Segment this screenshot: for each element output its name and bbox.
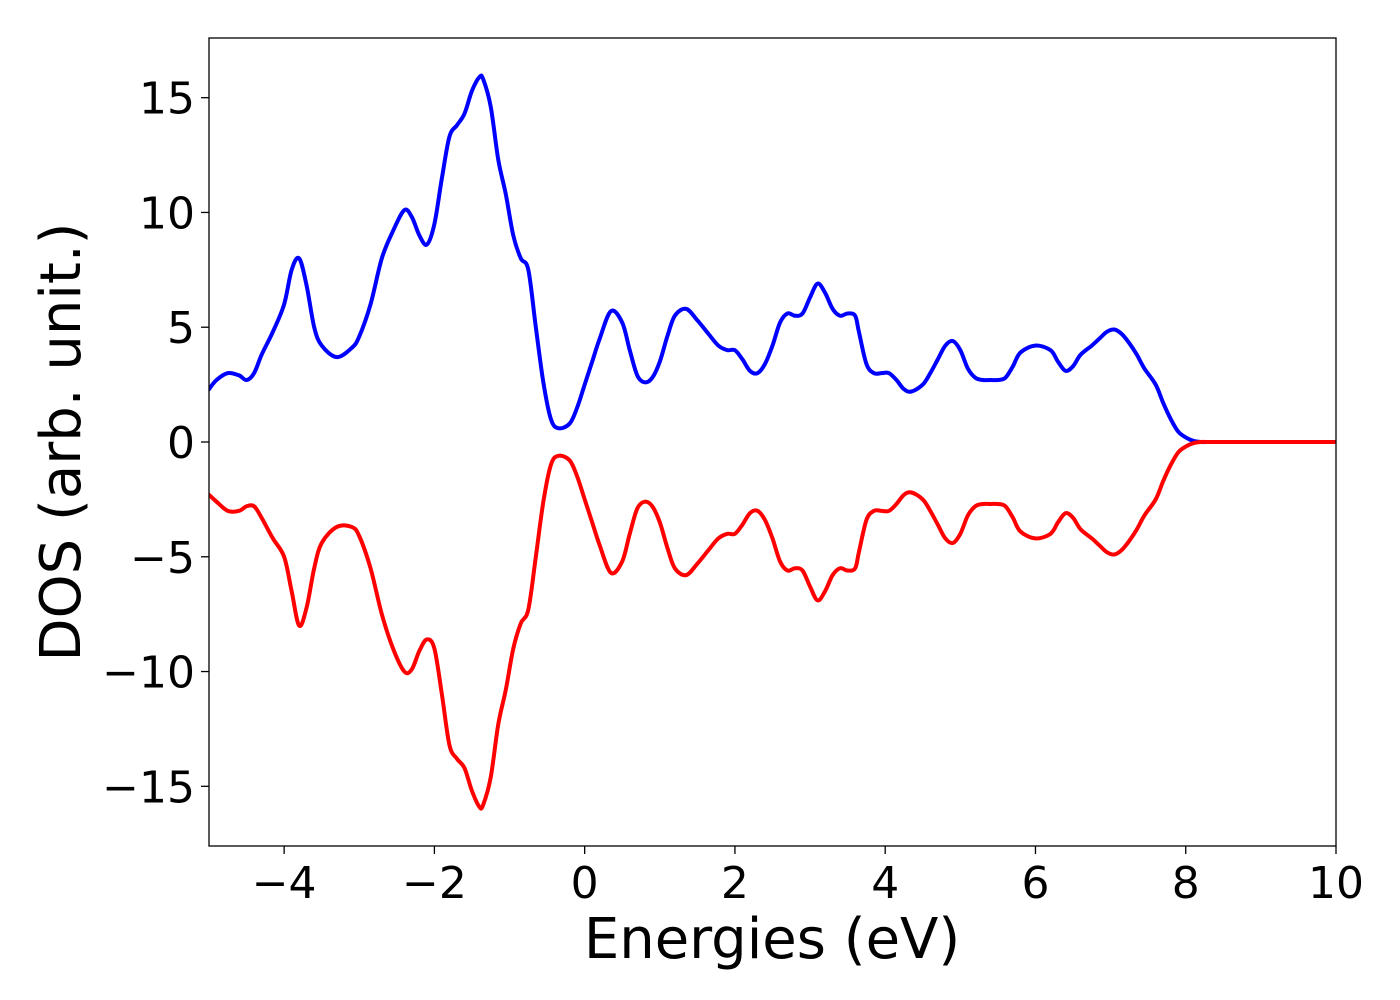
y-tick-label: 10: [139, 188, 195, 239]
x-tick-label: −4: [252, 858, 317, 909]
x-tick-label: 8: [1172, 858, 1200, 909]
x-tick-label: 6: [1021, 858, 1049, 909]
y-tick-label: −15: [102, 762, 195, 813]
x-tick-label: 4: [871, 858, 899, 909]
y-axis: −15 −10 −5 0 5 10 15: [102, 74, 209, 813]
series-line-1: [209, 73, 1336, 445]
x-axis-title: Energies (eV): [584, 907, 960, 972]
series-layer: [209, 73, 1336, 811]
y-axis-title: DOS (arb. unit.): [29, 222, 94, 661]
x-tick-label: 2: [721, 858, 749, 909]
x-tick-label: 0: [571, 858, 599, 909]
x-axis: −4 −2 0 2 4 6 8 10: [252, 846, 1364, 909]
y-tick-label: 0: [167, 418, 195, 469]
y-tick-label: −10: [102, 648, 195, 699]
y-tick-label: −5: [130, 533, 195, 584]
x-tick-label: −2: [402, 858, 467, 909]
x-tick-label: 10: [1308, 858, 1364, 909]
series-line-2: [209, 439, 1336, 811]
y-tick-label: 5: [167, 303, 195, 354]
y-tick-label: 15: [139, 74, 195, 125]
